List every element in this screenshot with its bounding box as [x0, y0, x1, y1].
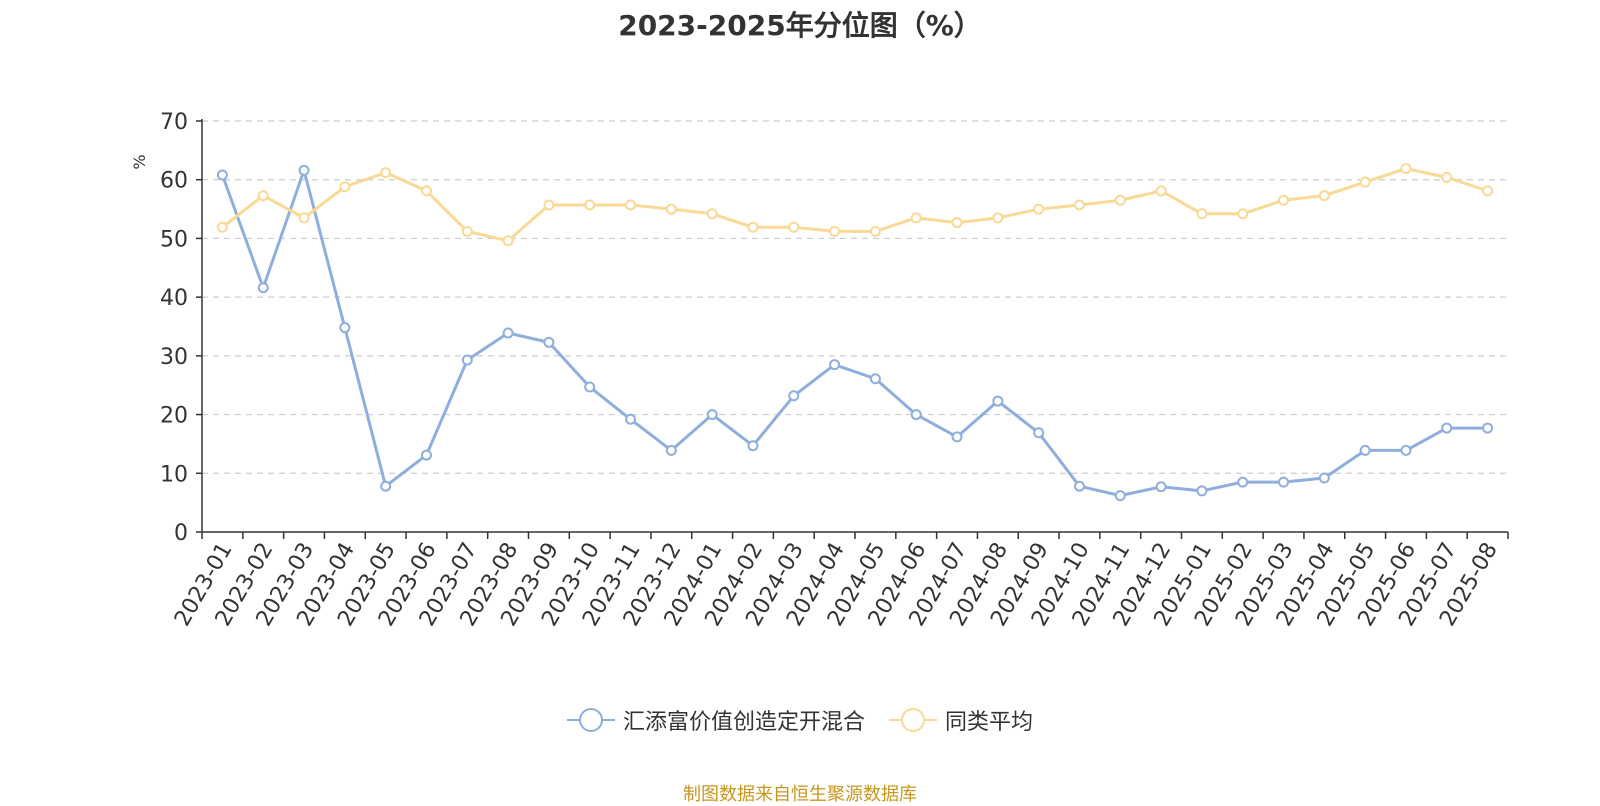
- legend: 汇添富价值创造定开混合 同类平均: [0, 704, 1600, 736]
- data-point-series-0[interactable]: [706, 409, 718, 421]
- data-point-series-1[interactable]: [1441, 171, 1453, 183]
- series-lines: [216, 163, 1494, 502]
- data-point-series-0[interactable]: [665, 444, 677, 456]
- data-point-series-0[interactable]: [420, 449, 432, 461]
- y-tick-label: 20: [160, 404, 188, 429]
- y-tick-label: 30: [160, 345, 188, 370]
- y-tick-label: 40: [160, 286, 188, 311]
- data-point-series-0[interactable]: [1278, 476, 1290, 488]
- data-point-series-0[interactable]: [869, 373, 881, 385]
- data-point-series-0[interactable]: [992, 395, 1004, 407]
- series-line-0: [220, 168, 1488, 498]
- data-point-series-0[interactable]: [1155, 481, 1167, 493]
- y-tick-label: 60: [160, 169, 188, 194]
- data-point-series-1[interactable]: [1318, 190, 1330, 202]
- data-point-series-1[interactable]: [1155, 185, 1167, 197]
- data-point-series-0[interactable]: [502, 327, 514, 339]
- source-note: 制图数据来自恒生聚源数据库: [683, 784, 917, 805]
- data-point-series-1[interactable]: [339, 181, 351, 193]
- data-point-series-0[interactable]: [1318, 472, 1330, 484]
- data-point-series-1[interactable]: [829, 225, 841, 237]
- data-point-series-1[interactable]: [1482, 185, 1494, 197]
- data-point-series-0[interactable]: [1441, 422, 1453, 434]
- legend-average-marker-icon: [889, 706, 937, 734]
- data-point-series-1[interactable]: [1033, 203, 1045, 215]
- data-point-series-0[interactable]: [625, 413, 637, 425]
- data-point-series-0[interactable]: [747, 440, 759, 452]
- data-point-series-0[interactable]: [951, 431, 963, 443]
- data-point-series-0[interactable]: [829, 359, 841, 371]
- data-point-series-0[interactable]: [910, 409, 922, 421]
- data-point-series-0[interactable]: [584, 381, 596, 393]
- legend-item-average[interactable]: 同类平均: [889, 704, 1033, 736]
- data-point-series-1[interactable]: [1114, 194, 1126, 206]
- data-point-series-0[interactable]: [380, 480, 392, 492]
- data-point-series-1[interactable]: [216, 221, 228, 233]
- data-point-series-1[interactable]: [1400, 163, 1412, 175]
- data-point-series-0[interactable]: [1237, 476, 1249, 488]
- data-point-series-1[interactable]: [706, 208, 718, 220]
- data-point-series-1[interactable]: [910, 212, 922, 224]
- data-point-series-0[interactable]: [1196, 485, 1208, 497]
- data-point-series-1[interactable]: [380, 167, 392, 179]
- data-point-series-1[interactable]: [420, 185, 432, 197]
- y-tick-label: 70: [160, 110, 188, 135]
- data-point-series-1[interactable]: [869, 225, 881, 237]
- data-point-series-1[interactable]: [1278, 194, 1290, 206]
- y-tick-label: 50: [160, 227, 188, 252]
- data-point-series-0[interactable]: [461, 354, 473, 366]
- data-point-series-0[interactable]: [339, 322, 351, 334]
- data-point-series-1[interactable]: [747, 221, 759, 233]
- legend-average-label: 同类平均: [945, 710, 1034, 735]
- data-point-series-1[interactable]: [543, 199, 555, 211]
- data-point-series-1[interactable]: [1359, 176, 1371, 188]
- legend-fund-marker-icon: [566, 706, 615, 734]
- legend-item-fund[interactable]: 汇添富价值创造定开混合: [566, 704, 865, 736]
- data-point-series-0[interactable]: [298, 164, 310, 176]
- data-point-series-1[interactable]: [1196, 208, 1208, 220]
- axes: [196, 119, 1509, 539]
- data-point-series-1[interactable]: [788, 221, 800, 233]
- data-point-series-0[interactable]: [1073, 480, 1085, 492]
- data-point-series-1[interactable]: [951, 217, 963, 229]
- y-tick-label: 10: [160, 462, 188, 487]
- data-point-series-0[interactable]: [1033, 427, 1045, 439]
- y-tick-label: 0: [174, 521, 188, 546]
- y-tick-labels: 0 10 20 30 40 50 60 70: [160, 110, 188, 546]
- data-point-series-0[interactable]: [1359, 444, 1371, 456]
- data-point-series-1[interactable]: [992, 212, 1004, 224]
- data-point-series-0[interactable]: [257, 282, 269, 294]
- data-point-series-0[interactable]: [788, 390, 800, 402]
- data-point-series-1[interactable]: [1073, 199, 1085, 211]
- data-point-series-1[interactable]: [1237, 208, 1249, 220]
- y-axis-unit: %: [130, 154, 149, 169]
- data-point-series-1[interactable]: [257, 190, 269, 202]
- data-point-series-1[interactable]: [502, 235, 514, 247]
- data-point-series-1[interactable]: [584, 199, 596, 211]
- data-point-series-0[interactable]: [543, 336, 555, 348]
- series-line-1: [221, 167, 1489, 243]
- data-point-series-0[interactable]: [1400, 444, 1412, 456]
- grid-lines: [202, 120, 1508, 474]
- data-point-series-1[interactable]: [625, 199, 637, 211]
- data-point-series-0[interactable]: [216, 169, 228, 181]
- data-point-series-1[interactable]: [665, 203, 677, 215]
- legend-fund-label: 汇添富价值创造定开混合: [622, 710, 865, 735]
- x-tick-labels: 2023-012023-022023-032023-042023-052023-…: [170, 539, 1503, 631]
- data-point-series-0[interactable]: [1114, 490, 1126, 502]
- data-point-series-1[interactable]: [298, 212, 310, 224]
- data-point-series-0[interactable]: [1482, 422, 1494, 434]
- chart-title: 2023-2025年分位图（%）: [618, 9, 982, 42]
- data-point-series-1[interactable]: [461, 225, 473, 237]
